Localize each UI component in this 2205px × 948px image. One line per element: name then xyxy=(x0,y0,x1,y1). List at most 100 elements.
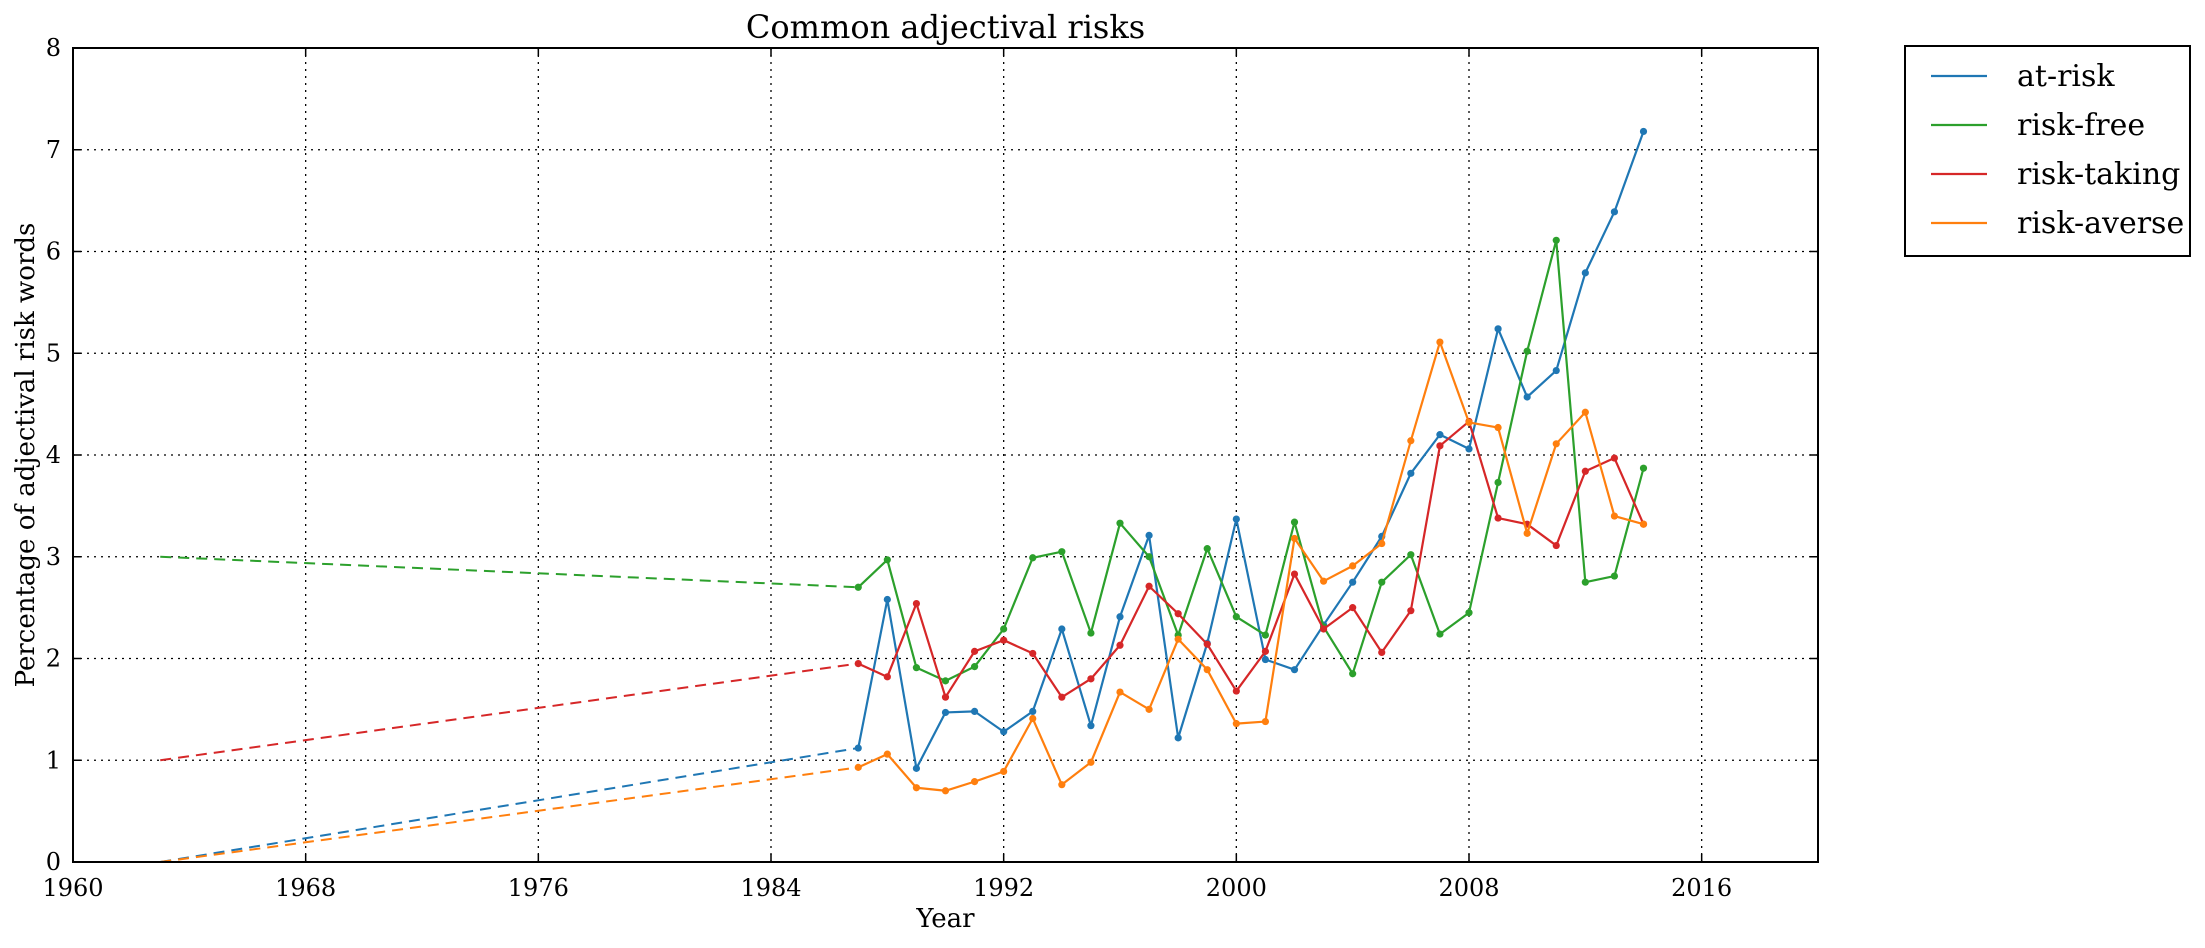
legend-box xyxy=(1904,45,2191,257)
series-line xyxy=(857,340,1644,792)
data-point xyxy=(1494,514,1502,522)
series-extrapolation-line xyxy=(160,662,859,762)
data-point xyxy=(1174,610,1182,618)
data-point xyxy=(1319,577,1328,585)
legend-item: risk-free xyxy=(1931,108,2145,143)
data-point xyxy=(1290,666,1299,674)
y-tick-label: 0 xyxy=(46,848,61,876)
data-point xyxy=(1203,640,1211,648)
data-point xyxy=(1639,127,1648,136)
data-point xyxy=(1581,467,1589,475)
data-point xyxy=(1058,548,1066,556)
legend-item: risk-averse xyxy=(1931,206,2184,241)
data-point xyxy=(1378,578,1386,586)
data-point xyxy=(970,647,979,655)
data-point xyxy=(1261,717,1270,726)
data-point xyxy=(1261,647,1270,655)
data-point xyxy=(941,677,950,685)
data-point xyxy=(1349,578,1357,586)
data-point xyxy=(1436,338,1444,346)
data-point xyxy=(1639,520,1648,528)
data-point xyxy=(1378,648,1386,656)
data-point xyxy=(1174,734,1182,742)
data-point xyxy=(883,750,891,758)
data-point xyxy=(912,599,921,608)
series-risk-averse xyxy=(160,338,1648,863)
data-point xyxy=(1058,781,1066,789)
data-point xyxy=(1581,578,1589,586)
data-point xyxy=(1203,545,1211,553)
data-point xyxy=(1174,635,1182,643)
data-point xyxy=(1029,554,1037,562)
series-layer xyxy=(160,127,1648,863)
data-point xyxy=(1349,604,1357,612)
x-tick-label: 2016 xyxy=(1671,874,1732,902)
data-point xyxy=(1581,408,1589,416)
data-point xyxy=(1378,539,1386,548)
data-point xyxy=(883,673,891,681)
series-risk-taking xyxy=(160,417,1648,762)
series-extrapolation-line xyxy=(160,766,859,863)
data-point xyxy=(1145,582,1153,590)
y-axis-label: Percentage of adjectival risk words xyxy=(11,223,41,688)
data-point xyxy=(854,763,862,771)
legend-label: risk-taking xyxy=(2017,157,2180,192)
y-tick-label: 1 xyxy=(46,746,61,774)
data-point xyxy=(1552,541,1560,550)
data-point xyxy=(1203,666,1211,674)
legend-label: risk-averse xyxy=(2017,206,2184,241)
data-point xyxy=(1465,418,1473,427)
data-point xyxy=(1116,519,1124,527)
y-tick-label: 7 xyxy=(46,136,61,164)
series-extrapolation-line xyxy=(160,555,859,589)
data-point xyxy=(1407,607,1415,615)
data-point xyxy=(1145,705,1153,713)
series-line xyxy=(857,131,1645,770)
x-tick-label: 1960 xyxy=(42,874,103,902)
series-at-risk xyxy=(160,127,1648,863)
data-point xyxy=(1087,722,1095,730)
data-point xyxy=(1552,440,1560,448)
data-point xyxy=(1029,707,1037,716)
data-point xyxy=(1087,675,1095,683)
data-point xyxy=(1319,625,1328,633)
data-point xyxy=(854,583,862,591)
series-risk-free xyxy=(160,236,1648,685)
data-point xyxy=(1145,553,1153,561)
data-point xyxy=(1610,512,1619,520)
data-point xyxy=(1290,570,1299,578)
data-point xyxy=(1029,714,1037,723)
y-tick-label: 6 xyxy=(46,238,61,266)
y-tick-label: 4 xyxy=(46,441,61,469)
data-point xyxy=(1145,531,1153,539)
legend-item: risk-taking xyxy=(1931,157,2180,192)
data-point xyxy=(1087,629,1095,637)
data-point xyxy=(1610,572,1619,580)
legend-label: risk-free xyxy=(2017,108,2145,143)
data-point xyxy=(1494,325,1502,333)
data-point xyxy=(1436,442,1444,450)
data-point xyxy=(1290,518,1299,526)
x-tick-label: 1968 xyxy=(275,874,336,902)
data-point xyxy=(1116,688,1124,696)
data-point xyxy=(1407,551,1415,559)
data-point xyxy=(1087,758,1095,766)
plot-area xyxy=(72,47,1819,863)
data-point xyxy=(1465,445,1473,453)
grid xyxy=(73,48,1818,862)
data-point xyxy=(912,764,921,772)
data-point xyxy=(941,708,950,717)
y-tick-label: 3 xyxy=(46,543,61,571)
data-point xyxy=(1494,478,1502,487)
data-point xyxy=(1523,529,1531,537)
legend: at-risk risk-free risk-taking risk-averse xyxy=(1904,45,2191,257)
data-point xyxy=(1232,687,1240,695)
data-point xyxy=(1349,562,1357,570)
x-tick-label: 1992 xyxy=(973,874,1034,902)
data-point xyxy=(1000,625,1008,633)
x-tick-label: 2008 xyxy=(1438,874,1499,902)
data-point xyxy=(1000,636,1008,644)
data-point xyxy=(1610,454,1619,462)
x-axis-label: Year xyxy=(915,904,975,934)
